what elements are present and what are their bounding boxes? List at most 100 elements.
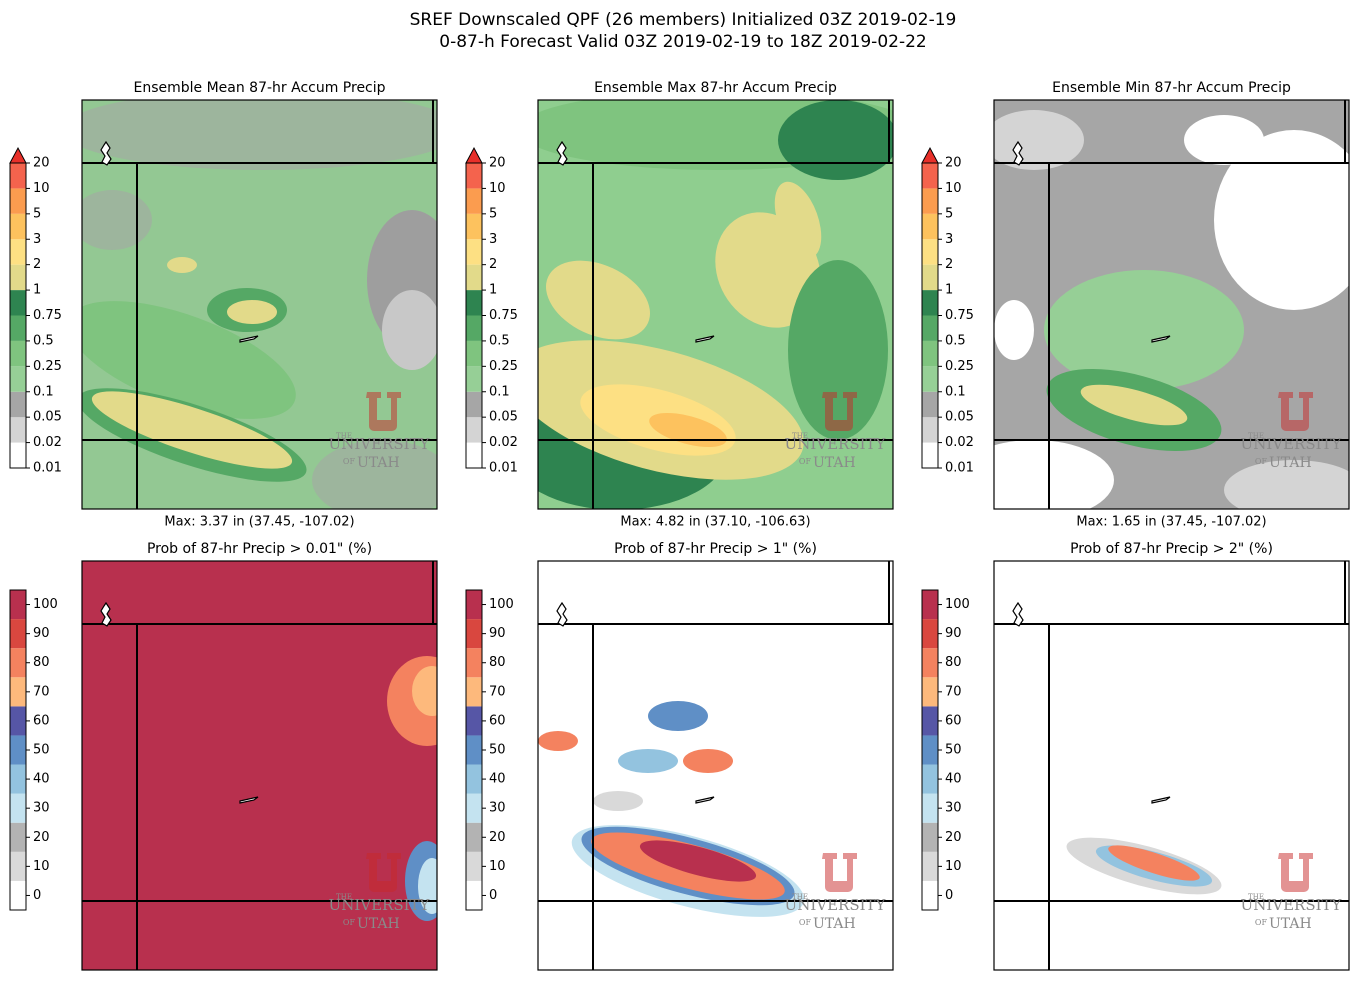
- colorbar-tick-label: 60: [945, 713, 962, 728]
- colorbar-extend: [465, 146, 483, 164]
- precip-area: [227, 300, 277, 324]
- precip-area: [167, 257, 197, 273]
- figure-title: SREF Downscaled QPF (26 members) Initial…: [410, 10, 957, 30]
- colorbar-tick-label: 70: [33, 684, 50, 699]
- precip-area: [1044, 270, 1244, 390]
- colorbar-tick-label: 100: [945, 597, 970, 612]
- colorbar-segment: [466, 677, 482, 707]
- lake: [1151, 796, 1171, 804]
- logo-text: THE: [792, 893, 808, 901]
- colorbar-tick-label: 90: [489, 626, 506, 641]
- colorbar-tick-label: 70: [945, 684, 962, 699]
- colorbar-segment: [922, 677, 938, 707]
- colorbar-tick-label: 10: [489, 859, 506, 874]
- colorbar-tick-label: 10: [489, 181, 506, 196]
- colorbar-segment: [466, 391, 482, 418]
- colorbar-tick-label: 0.1: [489, 384, 510, 399]
- logo-text: UNIVERSITY: [785, 435, 887, 453]
- colorbar-segment: [922, 239, 938, 265]
- colorbar-tick-label: 2: [33, 257, 41, 272]
- colorbar-segment: [922, 793, 938, 823]
- colorbar-tick-label: 0.02: [945, 435, 974, 450]
- colorbar-tick-label: 50: [33, 743, 50, 758]
- colorbar-tick-label: 0.01: [489, 461, 518, 476]
- colorbar-segment: [466, 793, 482, 823]
- precip-area: [1108, 845, 1200, 881]
- precip-area: [774, 181, 822, 259]
- colorbar-segment: [466, 442, 482, 468]
- colorbar-tick-label: 60: [489, 713, 506, 728]
- colorbar-segment: [922, 880, 938, 910]
- lake: [1012, 140, 1024, 166]
- colorbar-tick-label: 3: [945, 232, 953, 247]
- colorbar-segment: [10, 677, 26, 707]
- colorbar-tick-label: 20: [33, 830, 50, 845]
- lake: [695, 335, 715, 343]
- colorbar-tick-label: 1: [489, 283, 497, 298]
- colorbar-segment: [466, 213, 482, 240]
- logo-text: THE: [792, 432, 808, 440]
- logo-text: OF: [343, 457, 356, 466]
- colorbar-tick-label: 2: [489, 257, 497, 272]
- colorbar-segment: [10, 213, 26, 240]
- colorbar-tick-label: 30: [945, 801, 962, 816]
- max-label: Max: 1.65 in (37.45, -107.02): [1076, 515, 1266, 530]
- lake: [556, 140, 568, 166]
- colorbar-segment: [922, 442, 938, 468]
- logo-text: UNIVERSITY: [329, 896, 431, 914]
- map-frame: [993, 99, 1350, 510]
- logo-u: [822, 392, 857, 431]
- colorbar-tick-label: 70: [489, 684, 506, 699]
- colorbar-tick-label: 0.25: [33, 359, 62, 374]
- colorbar-segment: [10, 290, 26, 316]
- precip-area: [649, 412, 727, 448]
- map-frame: [993, 560, 1350, 971]
- colorbar-tick-label: 0.25: [945, 359, 974, 374]
- colorbar-tick-label: 2: [945, 257, 953, 272]
- colorbar-tick-label: 90: [945, 626, 962, 641]
- precip-area: [91, 391, 293, 469]
- colorbar-segment: [466, 764, 482, 794]
- colorbar-tick-label: 5: [945, 206, 953, 221]
- colorbar-tick-label: 1: [33, 283, 41, 298]
- colorbar-tick-label: 60: [33, 713, 50, 728]
- colorbar-tick-label: 1: [945, 283, 953, 298]
- colorbar-segment: [10, 851, 26, 881]
- logo-u: [366, 392, 401, 431]
- colorbar-segment: [466, 417, 482, 443]
- colorbar-segment: [922, 213, 938, 240]
- colorbar-tick-label: 5: [489, 206, 497, 221]
- colorbar-tick-label: 0.02: [33, 435, 62, 450]
- colorbar-segment: [466, 366, 482, 392]
- colorbar-segment: [466, 340, 482, 367]
- figure-subtitle: 0-87-h Forecast Valid 03Z 2019-02-19 to …: [439, 32, 926, 52]
- lake: [100, 601, 112, 627]
- colorbar-segment: [10, 239, 26, 265]
- logo-text: UNIVERSITY: [1241, 435, 1343, 453]
- colorbar-segment: [10, 264, 26, 291]
- precip-area: [994, 300, 1034, 360]
- colorbar-segment: [10, 163, 26, 189]
- logo-text: UTAH: [1269, 916, 1312, 932]
- colorbar-segment: [466, 880, 482, 910]
- colorbar-tick-label: 10: [945, 181, 962, 196]
- colorbar-segment: [466, 822, 482, 852]
- colorbar-segment: [10, 764, 26, 794]
- precip-area: [546, 260, 650, 340]
- colorbar-segment: [922, 648, 938, 678]
- colorbar-tick-label: 90: [33, 626, 50, 641]
- colorbar-segment: [922, 590, 938, 620]
- precip-area: [593, 791, 643, 811]
- colorbar-segment: [922, 163, 938, 189]
- logo-text: UNIVERSITY: [1241, 896, 1343, 914]
- precip-area: [648, 701, 708, 731]
- max-label: Max: 3.37 in (37.45, -107.02): [164, 515, 354, 530]
- logo-u: [1278, 392, 1313, 431]
- colorbar-tick-label: 0.25: [489, 359, 518, 374]
- colorbar-segment: [10, 590, 26, 620]
- colorbar-segment: [922, 264, 938, 291]
- precip-area: [1080, 384, 1188, 426]
- colorbar-tick-label: 50: [945, 743, 962, 758]
